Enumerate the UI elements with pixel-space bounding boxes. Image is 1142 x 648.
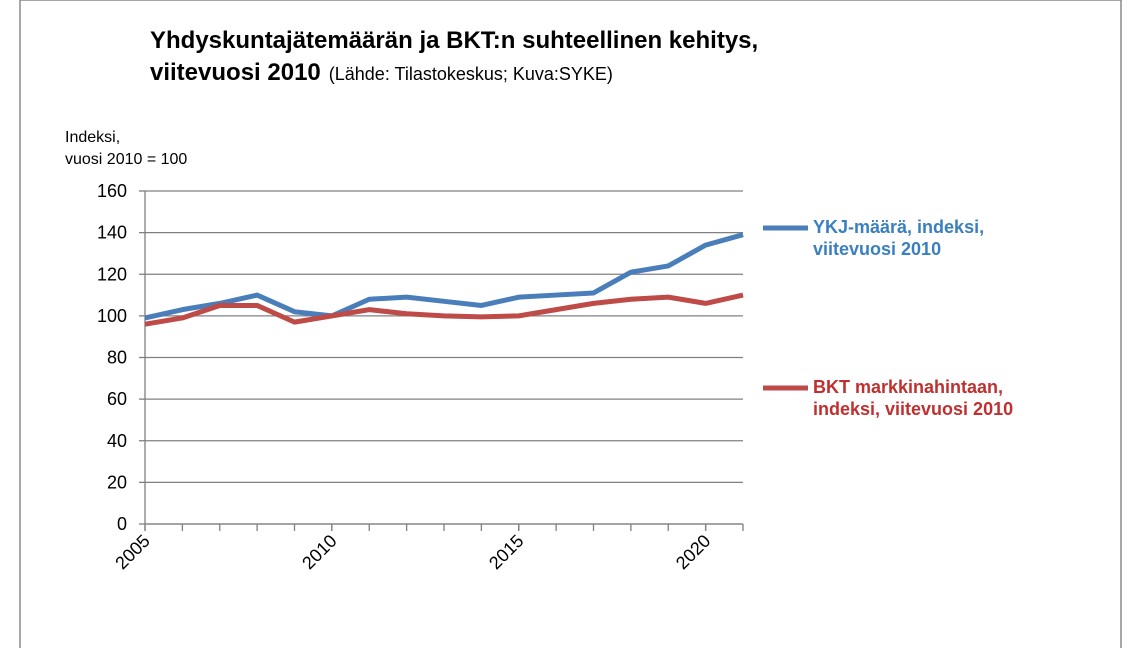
x-tick-label: 2020 <box>672 531 714 573</box>
data-line <box>144 292 744 327</box>
y-tick-label: 140 <box>97 223 127 243</box>
frame <box>19 0 1122 648</box>
legend-label: YKJ-määrä, indeksi, viitevuosi 2010 <box>813 217 985 259</box>
data-line <box>144 232 744 321</box>
y-tick-label: 60 <box>107 389 127 409</box>
x-tick-label: 2005 <box>111 531 153 573</box>
y-tick-label: 0 <box>117 514 127 534</box>
y-tick-label: 40 <box>107 431 127 451</box>
y-tick-label: 80 <box>107 348 127 368</box>
y-tick-label: 120 <box>97 264 127 284</box>
legend-label: BKT markkinahintaan, indeksi, viitevuosi… <box>813 377 1014 419</box>
y-tick-label: 160 <box>97 181 127 201</box>
y-tick-label: 100 <box>97 306 127 326</box>
chart-title: viitevuosi 2010 <box>150 59 321 86</box>
chart-title: Yhdyskuntajätemäärän ja BKT:n suhteellin… <box>150 27 758 54</box>
source: (Lähde: Tilastokeskus; Kuva:SYKE) <box>329 64 613 84</box>
y-axis-label: vuosi 2010 = 100 <box>65 151 187 168</box>
y-tick-label: 20 <box>107 472 127 492</box>
chart-title: viitevuosi 2010 (Lähde: Tilastokeskus; Ku… <box>150 59 613 86</box>
y-axis-label: Indeksi, <box>65 129 120 146</box>
x-tick-label: 2015 <box>485 531 527 573</box>
x-tick-label: 2010 <box>298 531 340 573</box>
